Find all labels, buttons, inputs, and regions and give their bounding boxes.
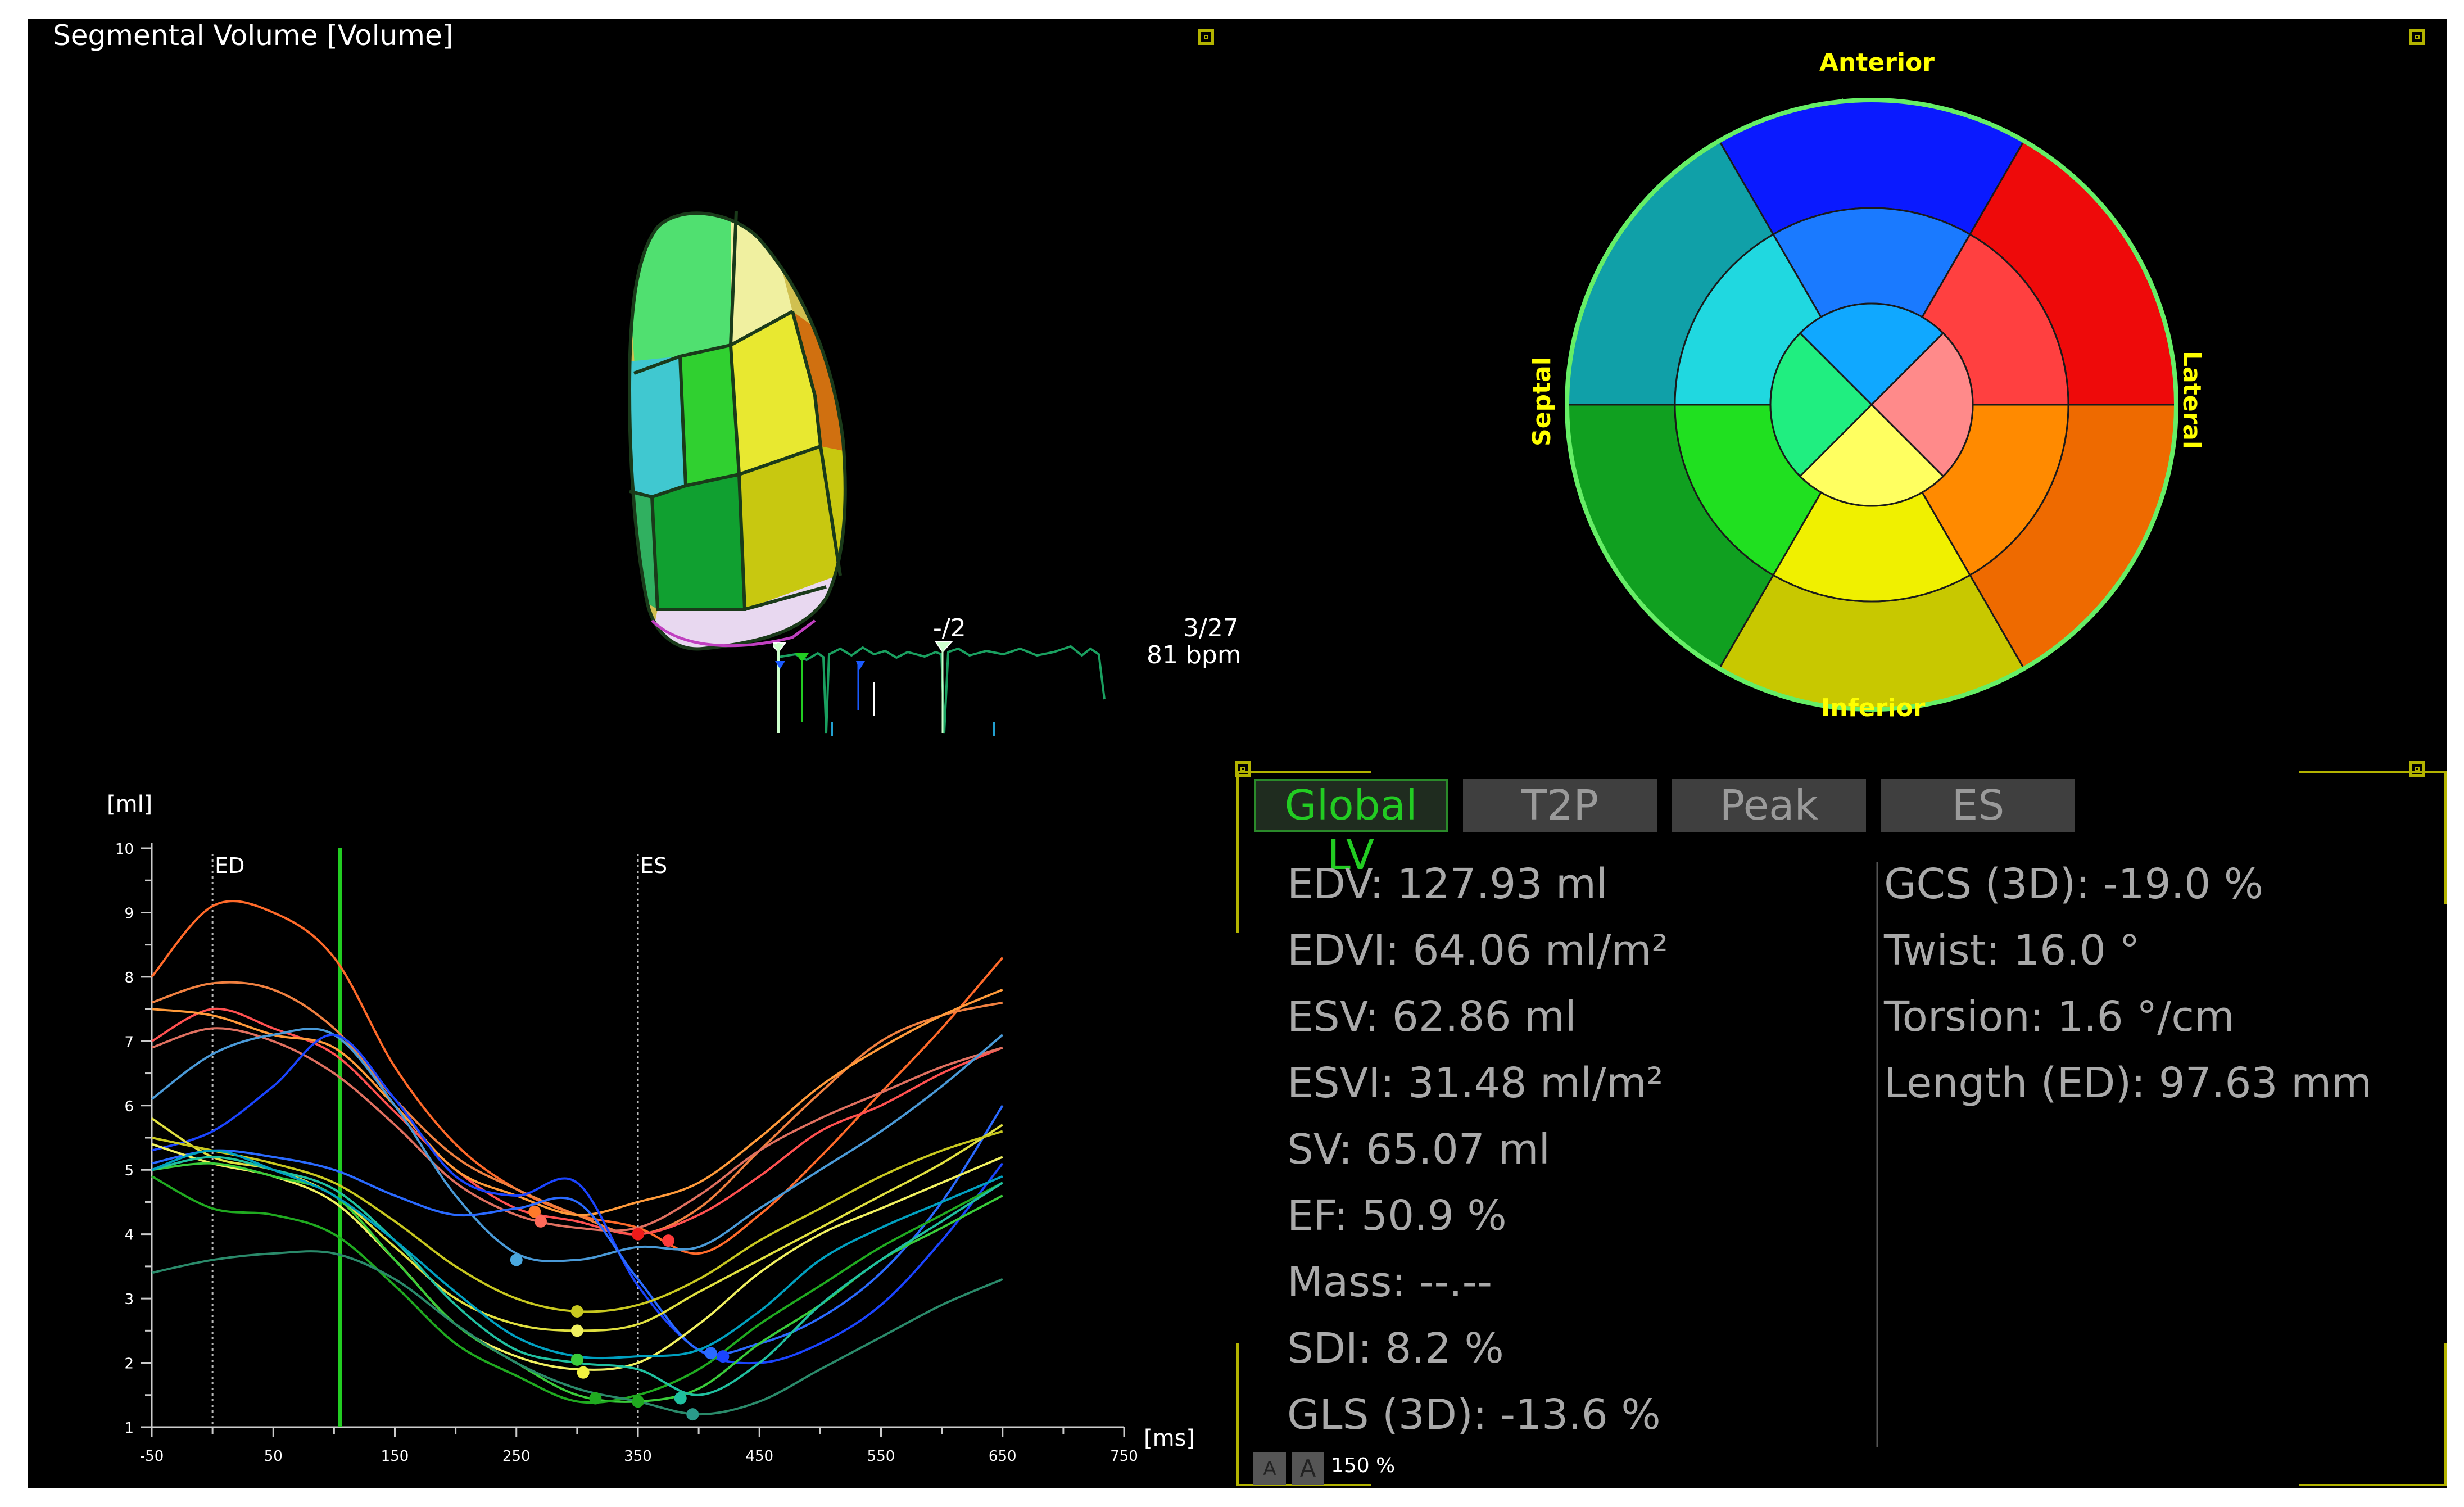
y-tick-label: 6 <box>124 1098 134 1115</box>
maximize-3d-view-button[interactable] <box>1198 29 1214 45</box>
metric-edv: EDV: 127.93 ml <box>1287 860 1608 908</box>
y-tick-label: 1 <box>124 1420 134 1437</box>
metric-ef: EF: 50.9 % <box>1287 1192 1507 1240</box>
metric-sv: SV: 65.07 ml <box>1287 1125 1551 1174</box>
metric-mass: Mass: --.-- <box>1287 1258 1493 1306</box>
segmental-volume-chart[interactable]: [ml] [ms] -50 50 150 250 350 450 550 650 750 1 2 3 4… <box>28 761 1236 1488</box>
data-point-11 <box>662 1234 675 1247</box>
data-point-9 <box>632 1228 644 1241</box>
bullseye-plot[interactable] <box>1236 19 2447 761</box>
tab-global-lv[interactable]: Global LV <box>1254 779 1448 879</box>
marker-label-es: ES <box>640 853 667 878</box>
zoom-level: 150 % <box>1331 1454 1396 1477</box>
series-line-4 <box>151 988 1003 1216</box>
series-line-8 <box>151 1105 1004 1356</box>
septal-label: Septal <box>1528 357 1556 446</box>
x-tick-label: 250 <box>502 1448 531 1465</box>
apical-segment-4 <box>1769 332 1873 478</box>
font-decrease-button[interactable]: A <box>1253 1452 1286 1485</box>
x-tick-label: 750 <box>1110 1448 1138 1465</box>
volume-curve-panel[interactable]: [ml] [ms] -50 50 150 250 350 450 550 650 750 1 2 3 4… <box>28 761 1236 1488</box>
apical-segment-1 <box>1799 302 1945 406</box>
metric-twist: Twist: 16.0 ° <box>1884 926 2140 975</box>
frame-label: -/2 <box>933 614 966 642</box>
series-line-6 <box>151 1028 1004 1262</box>
metric-esvi: ESVI: 31.48 ml/m² <box>1287 1059 1664 1107</box>
metric-torsion: Torsion: 1.6 °/cm <box>1884 993 2235 1041</box>
y-tick-label: 9 <box>124 905 134 922</box>
data-point-15 <box>717 1350 730 1363</box>
y-tick-label: 4 <box>124 1227 134 1244</box>
data-point-8 <box>589 1392 602 1405</box>
y-axis-label: [ml] <box>107 791 152 817</box>
heart-rate: 81 bpm <box>1147 641 1242 669</box>
view-title: Segmental Volume [Volume] <box>53 19 454 52</box>
y-tick-label: 3 <box>124 1291 134 1308</box>
metric-sdi: SDI: 8.2 % <box>1287 1324 1504 1373</box>
data-point-6 <box>570 1353 583 1366</box>
data-point-7 <box>577 1366 590 1379</box>
maximize-results-button[interactable] <box>2409 761 2425 777</box>
x-axis-label: [ms] <box>1144 1425 1195 1451</box>
marker-label-ed: ED <box>215 853 244 878</box>
x-tick-label: 650 <box>989 1448 1017 1465</box>
inferior-label: Inferior <box>1821 694 1926 722</box>
metric-gcs: GCS (3D): -19.0 % <box>1884 860 2264 908</box>
x-tick-label: -50 <box>140 1448 164 1465</box>
series-line-15 <box>151 1250 1003 1416</box>
x-tick-label: 550 <box>867 1448 895 1465</box>
chart-axes: -50 50 150 250 350 450 550 650 750 1 2 3 4 5 6 7 8 9 10 ED E… <box>115 841 1138 1465</box>
series-line-7 <box>151 1033 1004 1365</box>
data-point-14 <box>704 1347 717 1360</box>
series-line-3 <box>151 1007 1003 1236</box>
metric-edvi: EDVI: 64.06 ml/m² <box>1287 926 1669 975</box>
y-tick-label: 5 <box>124 1162 134 1179</box>
font-increase-button[interactable]: A <box>1292 1452 1324 1485</box>
series-line-13 <box>151 1175 1003 1404</box>
chart-series <box>151 900 1004 1416</box>
x-tick-label: 50 <box>264 1448 283 1465</box>
volume-3d-panel[interactable]: Segmental Volume [Volume] <box>28 19 1242 761</box>
data-point-12 <box>674 1392 687 1405</box>
maximize-results-left-button[interactable] <box>1235 761 1251 777</box>
bullseye-segments <box>1567 100 2176 709</box>
apical-segment-3 <box>1799 403 1945 507</box>
series-line-9 <box>151 1117 1003 1332</box>
anterior-label: Anterior <box>1819 48 1935 77</box>
results-panel <box>1235 761 2447 1488</box>
ecg-trace[interactable] <box>773 632 1121 767</box>
maximize-bullseye-button[interactable] <box>2409 29 2425 45</box>
x-tick-label: 450 <box>745 1448 773 1465</box>
metric-gls: GLS (3D): -13.6 % <box>1287 1391 1661 1439</box>
apical-segment-2 <box>1870 332 1974 478</box>
lateral-label: Lateral <box>2177 351 2206 450</box>
data-point-4 <box>570 1305 583 1318</box>
x-tick-label: 150 <box>381 1448 409 1465</box>
y-tick-label: 2 <box>124 1356 134 1373</box>
data-point-13 <box>686 1408 699 1421</box>
lv-3d-model[interactable] <box>590 205 905 688</box>
y-tick-label: 7 <box>124 1034 134 1051</box>
data-point-2 <box>528 1205 541 1218</box>
data-point-3 <box>535 1215 547 1228</box>
results-frame <box>1236 771 2447 1486</box>
frame-counter: 3/27 <box>1183 614 1239 642</box>
tab-peak[interactable]: Peak <box>1672 779 1866 832</box>
data-point-1 <box>510 1253 523 1266</box>
y-tick-label: 10 <box>115 841 134 858</box>
data-point-5 <box>570 1324 583 1337</box>
metric-esv: ESV: 62.86 ml <box>1287 993 1577 1041</box>
app-screen: Segmental Volume [Volume] <box>28 19 2447 1488</box>
series-line-5 <box>151 1027 1003 1232</box>
tab-t2p[interactable]: T2P <box>1463 779 1657 832</box>
tab-es[interactable]: ES <box>1881 779 2075 832</box>
x-tick-label: 350 <box>624 1448 652 1465</box>
y-tick-label: 8 <box>124 970 134 986</box>
bullseye-panel[interactable]: Anterior Inferior Septal Lateral <box>1236 19 2447 761</box>
metric-length: Length (ED): 97.63 mm <box>1884 1059 2372 1107</box>
series-line-11 <box>151 1143 1003 1371</box>
data-point-10 <box>632 1395 644 1408</box>
chart-points <box>510 1205 730 1421</box>
